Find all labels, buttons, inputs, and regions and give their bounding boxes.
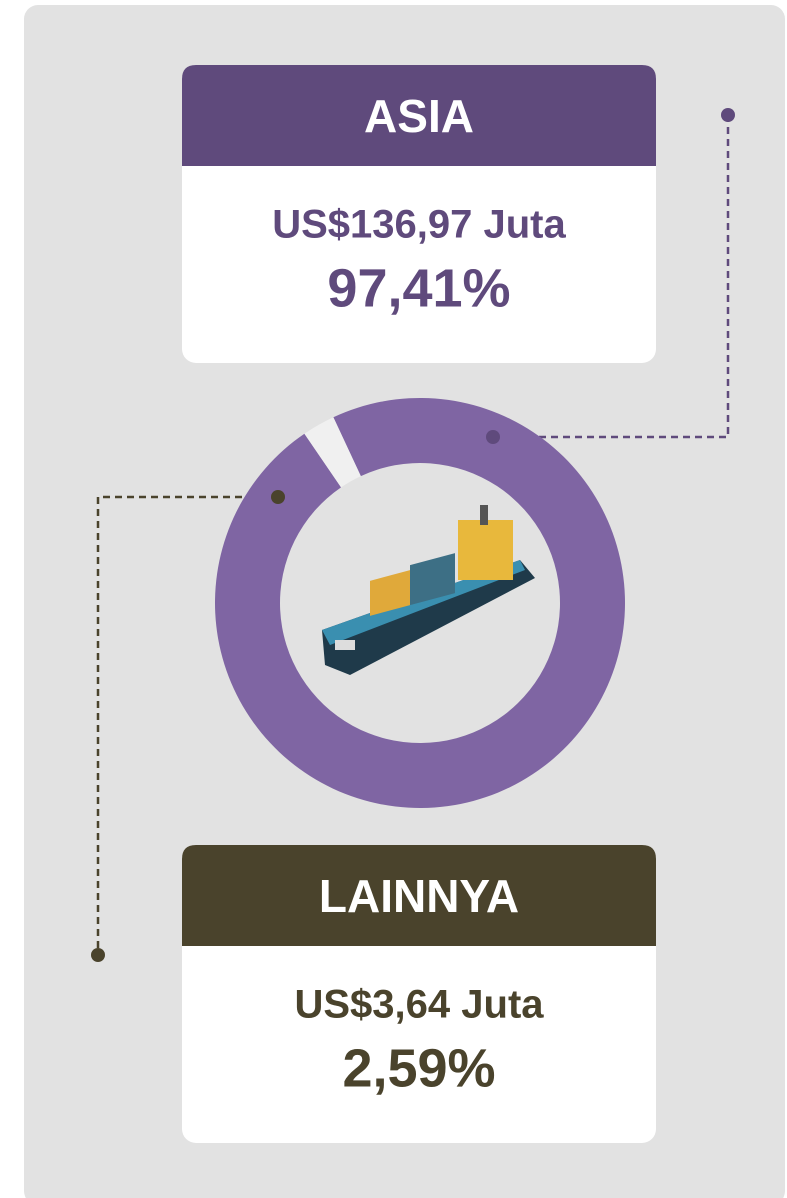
region-name: ASIA <box>364 90 474 142</box>
connector-dot <box>721 108 735 122</box>
amount-label: US$136,97 Juta <box>272 203 566 247</box>
connector-dot <box>271 490 285 504</box>
infographic: ASIA US$136,97 Juta 97,41% LAINNYA US$3,64 J… <box>0 0 787 1198</box>
connector-dot <box>91 948 105 962</box>
region-name: LAINNYA <box>319 870 519 922</box>
percent-label: 2,59% <box>342 1038 495 1098</box>
amount-label: US$3,64 Juta <box>294 983 544 1027</box>
percent-label: 97,41% <box>327 258 510 318</box>
connector-dot <box>486 430 500 444</box>
